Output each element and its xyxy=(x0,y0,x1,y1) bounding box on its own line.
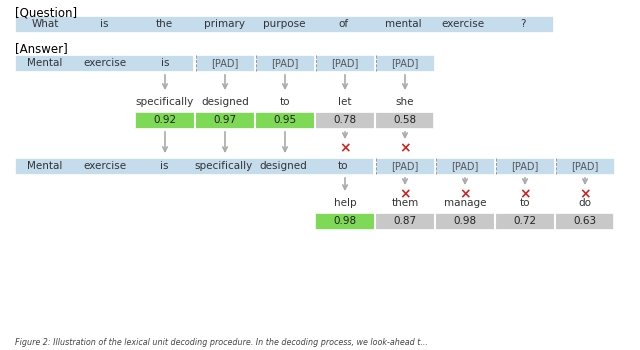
Text: the: the xyxy=(156,19,173,29)
Text: specifically: specifically xyxy=(136,97,194,107)
Text: designed: designed xyxy=(260,161,307,171)
Text: 0.87: 0.87 xyxy=(394,216,417,226)
Text: ×: × xyxy=(459,187,471,201)
Text: 0.72: 0.72 xyxy=(513,216,536,226)
Text: is: is xyxy=(160,161,168,171)
Text: 0.78: 0.78 xyxy=(333,115,356,125)
Text: exercise: exercise xyxy=(442,19,485,29)
Text: to: to xyxy=(280,97,291,107)
Text: ×: × xyxy=(399,187,411,201)
Text: to: to xyxy=(520,198,531,208)
Text: ?: ? xyxy=(520,19,526,29)
Bar xyxy=(376,55,434,71)
Bar xyxy=(315,213,374,229)
Bar xyxy=(316,55,374,71)
Text: specifically: specifically xyxy=(195,161,253,171)
Text: primary: primary xyxy=(204,19,244,29)
Text: to: to xyxy=(338,161,348,171)
Text: [PAD]: [PAD] xyxy=(391,161,419,171)
Text: Figure 2: Illustration of the lexical unit decoding procedure. In the decoding p: Figure 2: Illustration of the lexical un… xyxy=(15,338,428,347)
Text: designed: designed xyxy=(201,97,249,107)
Bar xyxy=(315,213,613,229)
Bar xyxy=(376,158,434,174)
Text: [PAD]: [PAD] xyxy=(332,58,358,68)
Bar xyxy=(15,158,373,174)
Text: ×: × xyxy=(519,187,531,201)
Text: [PAD]: [PAD] xyxy=(211,58,239,68)
Text: 0.98: 0.98 xyxy=(333,216,356,226)
Bar xyxy=(135,112,433,128)
Text: Mental: Mental xyxy=(28,58,63,68)
Text: exercise: exercise xyxy=(83,161,126,171)
Text: ×: × xyxy=(339,141,351,155)
Text: [PAD]: [PAD] xyxy=(271,58,299,68)
Bar xyxy=(556,158,614,174)
Text: of: of xyxy=(339,19,349,29)
Text: [PAD]: [PAD] xyxy=(451,161,479,171)
Text: 0.98: 0.98 xyxy=(453,216,477,226)
Text: What: What xyxy=(31,19,59,29)
Text: purpose: purpose xyxy=(263,19,305,29)
Text: help: help xyxy=(333,198,356,208)
Text: is: is xyxy=(100,19,109,29)
Bar xyxy=(135,112,314,128)
Text: let: let xyxy=(339,97,352,107)
Text: [PAD]: [PAD] xyxy=(511,161,539,171)
Bar xyxy=(196,55,254,71)
Text: mental: mental xyxy=(385,19,422,29)
Text: ×: × xyxy=(399,141,411,155)
Text: [Answer]: [Answer] xyxy=(15,42,68,55)
Bar xyxy=(15,55,193,71)
Text: 0.63: 0.63 xyxy=(573,216,596,226)
Bar xyxy=(15,16,553,32)
Text: [Question]: [Question] xyxy=(15,6,77,19)
Text: 0.95: 0.95 xyxy=(273,115,296,125)
Text: do: do xyxy=(579,198,591,208)
Text: manage: manage xyxy=(444,198,486,208)
Text: 0.58: 0.58 xyxy=(394,115,417,125)
Text: [PAD]: [PAD] xyxy=(391,58,419,68)
Text: them: them xyxy=(392,198,419,208)
Text: ×: × xyxy=(579,187,591,201)
Bar xyxy=(256,55,314,71)
Text: 0.92: 0.92 xyxy=(154,115,177,125)
Text: Mental: Mental xyxy=(27,161,63,171)
Text: exercise: exercise xyxy=(83,58,127,68)
Text: 0.97: 0.97 xyxy=(213,115,237,125)
Text: is: is xyxy=(161,58,169,68)
Text: she: she xyxy=(396,97,414,107)
Text: [PAD]: [PAD] xyxy=(572,161,598,171)
Bar xyxy=(496,158,554,174)
Bar xyxy=(436,158,494,174)
